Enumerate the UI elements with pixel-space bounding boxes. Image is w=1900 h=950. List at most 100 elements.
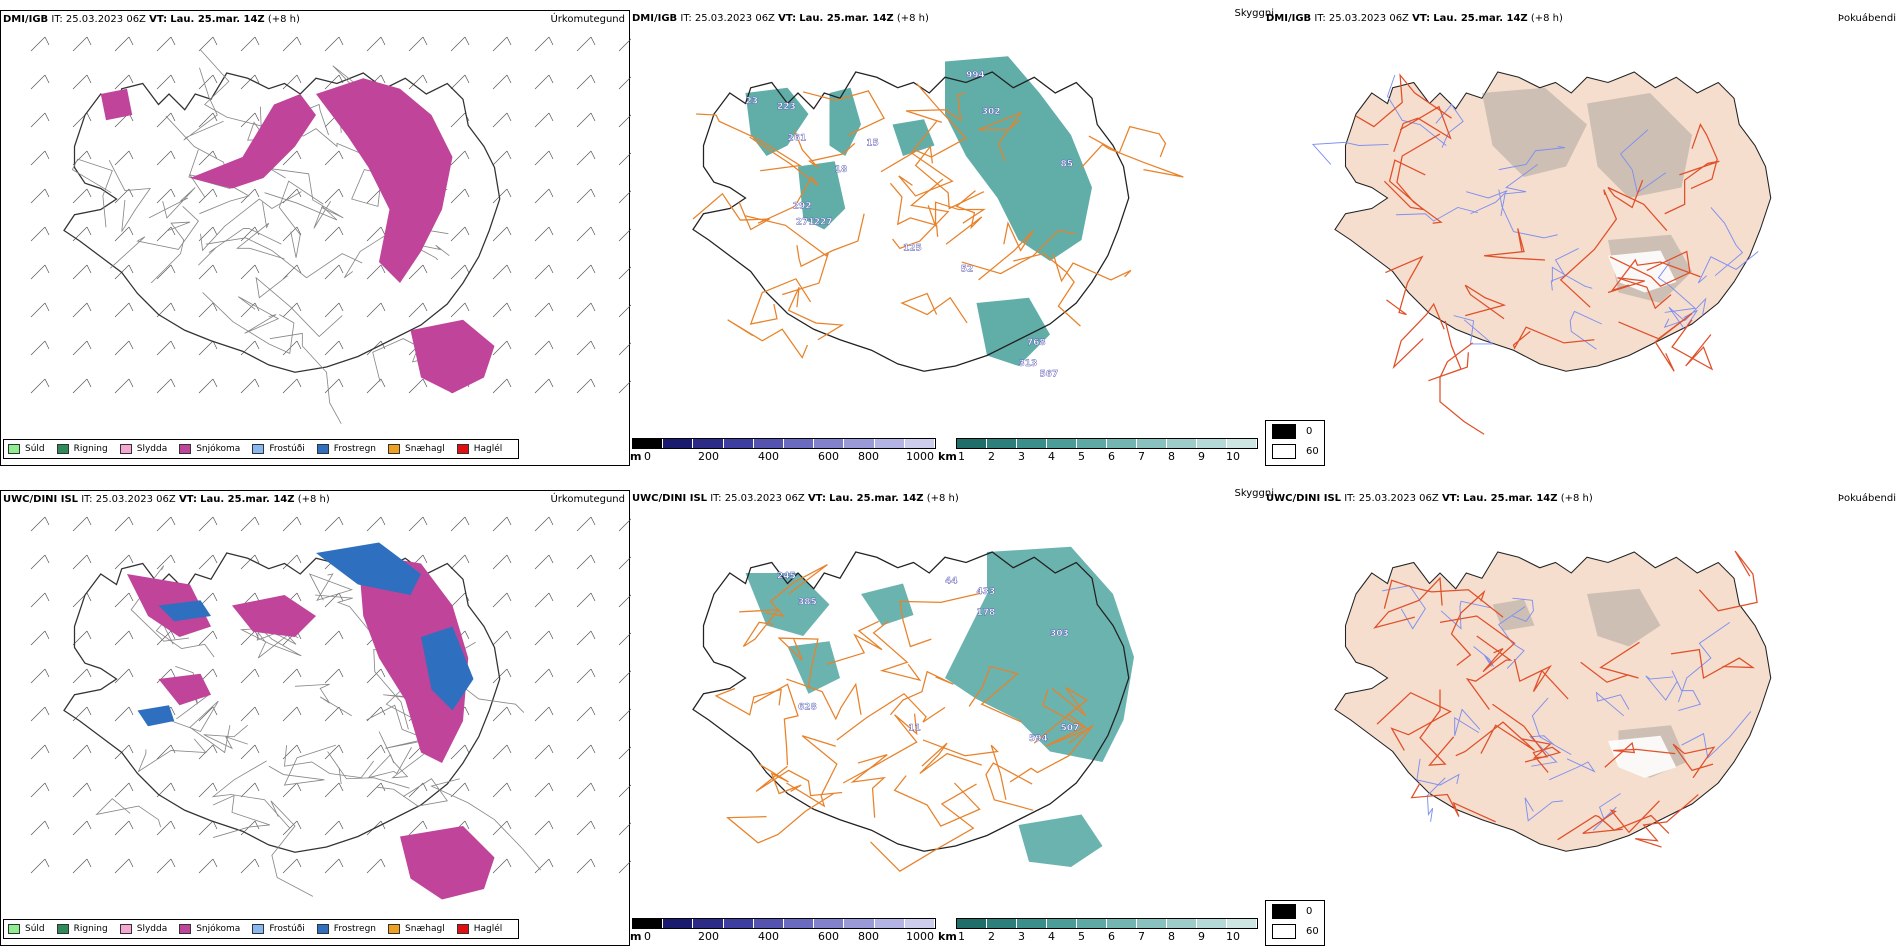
ceiling-value: 18 xyxy=(835,165,848,175)
colorbar-segment xyxy=(987,919,1017,928)
ceiling-value: 507 xyxy=(1061,724,1080,734)
iceland-coastline xyxy=(63,72,501,373)
legend-swatch xyxy=(388,924,401,934)
colorbar-segment xyxy=(633,439,664,448)
legend-swatch xyxy=(456,444,469,454)
ceiling-value: 567 xyxy=(1040,370,1059,380)
ceiling-value: 125 xyxy=(903,244,922,254)
fog-areas xyxy=(1482,87,1692,303)
visibility-panel: 23 223 261 15 18 292 271 227 994 302 85 125 52 768 313… xyxy=(630,8,1274,466)
legend-item-freezing-drizzle: Frostúði xyxy=(252,444,305,454)
visibility-colorbar-ticks: km 1 2 3 4 5 6 7 8 9 10 xyxy=(938,449,1258,463)
fog-legend-item: 60 xyxy=(1266,921,1324,941)
visibility-colorbar-ticks: km 1 2 3 4 5 6 7 8 9 10 xyxy=(938,929,1258,943)
legend-item-rain: Rigning xyxy=(56,924,108,934)
colorbar-segment xyxy=(1167,919,1197,928)
panel-title: UWC/DINI ISL IT: 25.03.2023 06Z VT: Lau.… xyxy=(3,494,330,505)
colorbar-tick: 0 xyxy=(644,930,651,943)
colorbar-segment xyxy=(1227,439,1257,448)
colorbar-segment xyxy=(723,919,754,928)
legend-swatch xyxy=(119,444,132,454)
legend-swatch xyxy=(316,444,329,454)
visibility-map: 245 385 628 44 433 178 303 594 507 11 xyxy=(692,546,1134,872)
colorbar-tick: 8 xyxy=(1168,450,1175,463)
legend-swatch xyxy=(179,444,192,454)
model-row-uwc: UWC/DINI ISL IT: 25.03.2023 06Z VT: Lau.… xyxy=(0,480,1900,950)
fog-legend-label: 60 xyxy=(1306,925,1319,937)
colorbar-tick: 3 xyxy=(1018,450,1025,463)
colorbar-tick: 1000 xyxy=(906,930,934,943)
legend-swatch xyxy=(56,924,69,934)
colorbar-tick: 6 xyxy=(1108,930,1115,943)
colorbar-segment xyxy=(663,919,694,928)
colorbar-segment xyxy=(1197,439,1227,448)
ceiling-value: 433 xyxy=(977,587,996,597)
panel-title: DMI/IGB IT: 25.03.2023 06Z VT: Lau. 25.m… xyxy=(632,13,929,24)
panel-tag: Þokuábendi xyxy=(1837,13,1896,24)
colorbar-segment xyxy=(663,439,694,448)
precip-type-panel: DMI/IGB IT: 25.03.2023 06Z VT: Lau. 25.m… xyxy=(0,10,631,466)
panel-tag: Skyggni xyxy=(1234,8,1274,19)
colorbar-segment xyxy=(1227,919,1257,928)
colorbar-segment xyxy=(693,919,724,928)
precip-legend: Súld Rigning Slydda Snjókoma Frostúði Fr… xyxy=(3,439,520,459)
legend-item-sleet: Slydda xyxy=(119,924,167,934)
colorbar-tick: 400 xyxy=(758,450,779,463)
colorbar-segment xyxy=(1107,439,1137,448)
fog-panel: UWC/DINI ISL IT: 25.03.2023 06Z VT: Lau.… xyxy=(1262,490,1900,946)
visibility-colorbar-fill xyxy=(956,918,1258,929)
colorbar-segment xyxy=(1077,439,1107,448)
colorbar-segment xyxy=(957,919,987,928)
legend-item-rain: Rigning xyxy=(56,444,108,454)
legend-item-hail: Haglél xyxy=(456,924,503,934)
legend-swatch xyxy=(456,924,469,934)
colorbar-segment xyxy=(904,439,936,448)
colorbar-tick: 400 xyxy=(758,930,779,943)
colorbar-segment xyxy=(1197,919,1227,928)
panel-tag: Þokuábendi xyxy=(1837,493,1896,504)
colorbar-tick: 9 xyxy=(1198,930,1205,943)
precip-type-map xyxy=(30,36,631,424)
colorbar-segment xyxy=(1107,919,1137,928)
legend-label: Frostregn xyxy=(333,444,377,454)
colorbar-segment xyxy=(753,919,785,928)
fog-legend: 0 60 xyxy=(1265,900,1325,946)
wind-barbs xyxy=(30,516,631,874)
fog-legend-swatch xyxy=(1272,903,1296,919)
colorbar-tick: 4 xyxy=(1048,450,1055,463)
legend-item-freezing-drizzle: Frostúði xyxy=(252,924,305,934)
ceiling-value: 313 xyxy=(1019,359,1038,369)
legend-label: Snæhagl xyxy=(405,444,445,454)
colorbar-segment xyxy=(904,919,936,928)
ceiling-value: 271 xyxy=(796,217,815,227)
colorbar-tick: 7 xyxy=(1138,450,1145,463)
colorbar-segment xyxy=(987,439,1017,448)
colorbar-tick: 0 xyxy=(644,450,651,463)
legend-label: Frostúði xyxy=(269,444,305,454)
legend-item-graupel: Snæhagl xyxy=(388,924,445,934)
colorbar-segment xyxy=(874,439,905,448)
fog-legend-swatch xyxy=(1272,443,1296,459)
legend-label: Haglél xyxy=(473,924,503,934)
visibility-areas xyxy=(745,546,1134,867)
visibility-colorbar: km 1 2 3 4 5 6 7 8 9 10 xyxy=(938,918,1258,943)
visibility-colorbar-fill xyxy=(956,438,1258,449)
fog-legend-item: 0 xyxy=(1266,421,1324,441)
colorbar-segment xyxy=(1137,919,1167,928)
ceiling-value: 23 xyxy=(746,97,759,107)
colorbar-tick: 10 xyxy=(1226,930,1240,943)
ceiling-value: 594 xyxy=(1029,734,1048,744)
legend-swatch xyxy=(252,924,265,934)
ceiling-value: 223 xyxy=(777,102,796,112)
panel-title: DMI/IGB IT: 25.03.2023 06Z VT: Lau. 25.m… xyxy=(1266,13,1563,24)
fog-legend-swatch xyxy=(1272,923,1296,939)
colorbar-tick: 1000 xyxy=(906,450,934,463)
fog-legend-label: 0 xyxy=(1306,905,1313,917)
colorbar-tick: 2 xyxy=(988,930,995,943)
legend-label: Rigning xyxy=(73,444,108,454)
precip-legend: Súld Rigning Slydda Snjókoma Frostúði Fr… xyxy=(3,919,520,939)
fog-legend-label: 60 xyxy=(1306,445,1319,457)
panel-tag: Úrkomutegund xyxy=(550,14,625,25)
legend-label: Súld xyxy=(25,924,45,934)
colorbar-tick: 600 xyxy=(818,930,839,943)
